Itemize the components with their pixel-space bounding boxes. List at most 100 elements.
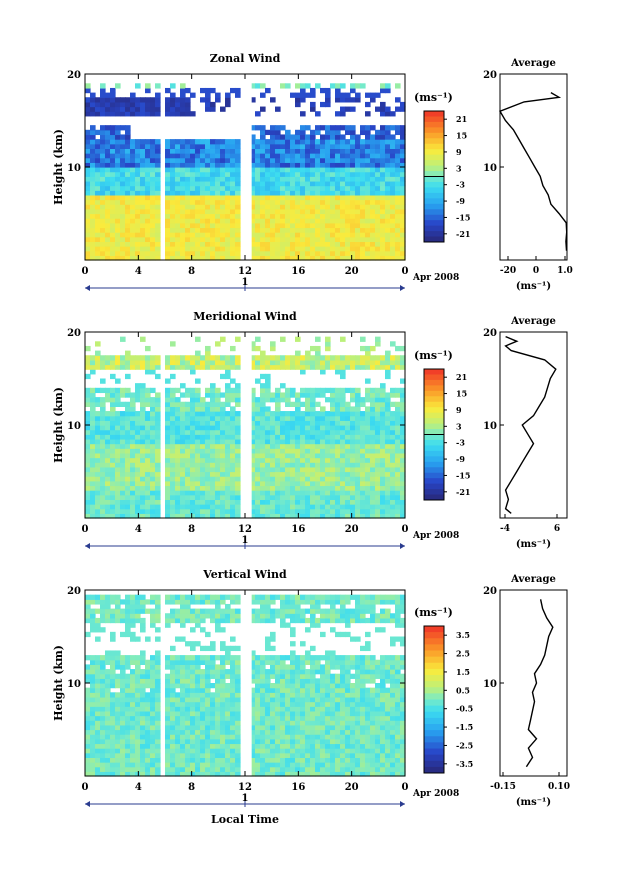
heatmap-cell: [120, 766, 126, 772]
heatmap-cell: [270, 125, 276, 131]
heatmap-cell: [225, 471, 231, 477]
heatmap-cell: [95, 508, 101, 514]
heatmap-cell: [225, 762, 231, 768]
heatmap-cell: [175, 232, 181, 238]
heatmap-cell: [380, 434, 386, 440]
heatmap-cell: [385, 359, 391, 366]
heatmap-cell: [85, 499, 91, 505]
heatmap-cell: [275, 443, 281, 449]
heatmap-cell: [395, 355, 401, 361]
heatmap-cell: [90, 162, 96, 168]
heatmap-cell: [125, 715, 131, 721]
heatmap-cell: [350, 106, 356, 112]
heatmap-cell: [140, 757, 146, 763]
heatmap-cell: [385, 106, 391, 112]
heatmap-cell: [340, 476, 346, 482]
heatmap-cell: [180, 471, 186, 477]
heatmap-cell: [340, 143, 346, 149]
heatmap-cell: [145, 194, 151, 201]
heatmap-cell: [225, 448, 231, 454]
heatmap-cell: [225, 692, 231, 698]
heatmap-cell: [395, 139, 401, 145]
heatmap-cell: [140, 466, 146, 473]
heatmap-cell: [120, 438, 126, 445]
heatmap-cell: [210, 401, 216, 407]
heatmap-cell: [195, 480, 201, 487]
heatmap-cell: [130, 471, 136, 477]
heatmap-cell: [330, 490, 336, 496]
heatmap-cell: [280, 383, 286, 389]
heatmap-cell: [295, 480, 301, 487]
heatmap-cell: [370, 499, 376, 505]
heatmap-cell: [230, 457, 236, 463]
heatmap-cell: [155, 153, 161, 159]
heatmap-cell: [180, 139, 186, 145]
heatmap-cell: [145, 664, 151, 670]
heatmap-cell: [300, 162, 306, 168]
heatmap-cell: [170, 494, 176, 500]
heatmap-cell: [260, 359, 266, 366]
heatmap-cell: [130, 752, 136, 758]
heatmap-cell: [175, 706, 181, 712]
heatmap-cell: [375, 457, 381, 463]
heatmap-cell: [330, 157, 336, 163]
heatmap-cell: [205, 218, 211, 224]
heatmap-cell: [280, 508, 286, 514]
heatmap-cell: [275, 466, 281, 473]
heatmap-cell: [305, 190, 311, 196]
heatmap-cell: [190, 508, 196, 514]
heatmap-cell: [275, 490, 281, 496]
heatmap-cell: [225, 139, 231, 145]
heatmap-cell: [275, 222, 281, 229]
heatmap-cell: [120, 462, 126, 468]
heatmap-cell: [225, 222, 231, 229]
heatmap-cell: [310, 471, 316, 477]
heatmap-cell: [180, 438, 186, 445]
heatmap-cell: [210, 664, 216, 670]
heatmap-cell: [400, 476, 406, 482]
heatmap-cell: [385, 222, 391, 229]
heatmap-cell: [355, 185, 361, 191]
heatmap-cell: [395, 429, 401, 435]
heatmap-cell: [85, 171, 91, 177]
heatmap-cell: [195, 490, 201, 496]
heatmap-cell: [345, 180, 351, 187]
heatmap-cell: [275, 194, 281, 201]
data-gap: [242, 332, 252, 518]
colorbar-tick-label: 21: [456, 372, 467, 382]
heatmap-cell: [225, 706, 231, 712]
heatmap-cell: [270, 499, 276, 505]
heatmap-cell: [105, 599, 111, 605]
heatmap-cell: [325, 194, 331, 201]
heatmap-cell: [175, 752, 181, 758]
heatmap-cell: [115, 729, 121, 735]
heatmap-cell: [165, 471, 171, 477]
heatmap-cell: [340, 106, 346, 112]
heatmap-cell: [125, 485, 131, 491]
heatmap-cell: [250, 204, 256, 210]
heatmap-cell: [390, 359, 396, 366]
heatmap-cell: [185, 411, 191, 417]
colorbar-tick-label: 15: [456, 389, 467, 399]
heatmap-cell: [265, 494, 271, 500]
heatmap-cell: [200, 180, 206, 187]
heatmap-cell: [325, 255, 331, 261]
heatmap-cell: [110, 471, 116, 477]
heatmap-cell: [85, 425, 91, 431]
heatmap-cell: [375, 204, 381, 210]
heatmap-cell: [175, 683, 181, 689]
heatmap-cell: [85, 359, 91, 366]
heatmap-cell: [170, 762, 176, 768]
heatmap-cell: [115, 246, 121, 252]
heatmap-cell: [125, 406, 131, 412]
heatmap-cell: [195, 227, 201, 233]
heatmap-cell: [125, 608, 131, 614]
heatmap-cell: [115, 494, 121, 500]
heatmap-cell: [250, 364, 256, 370]
heatmap-cell: [270, 255, 276, 261]
heatmap-cell: [140, 669, 146, 675]
heatmap-cell: [115, 97, 121, 103]
heatmap-cell: [175, 669, 181, 675]
heatmap-cell: [325, 513, 331, 519]
heatmap-cell: [125, 508, 131, 514]
